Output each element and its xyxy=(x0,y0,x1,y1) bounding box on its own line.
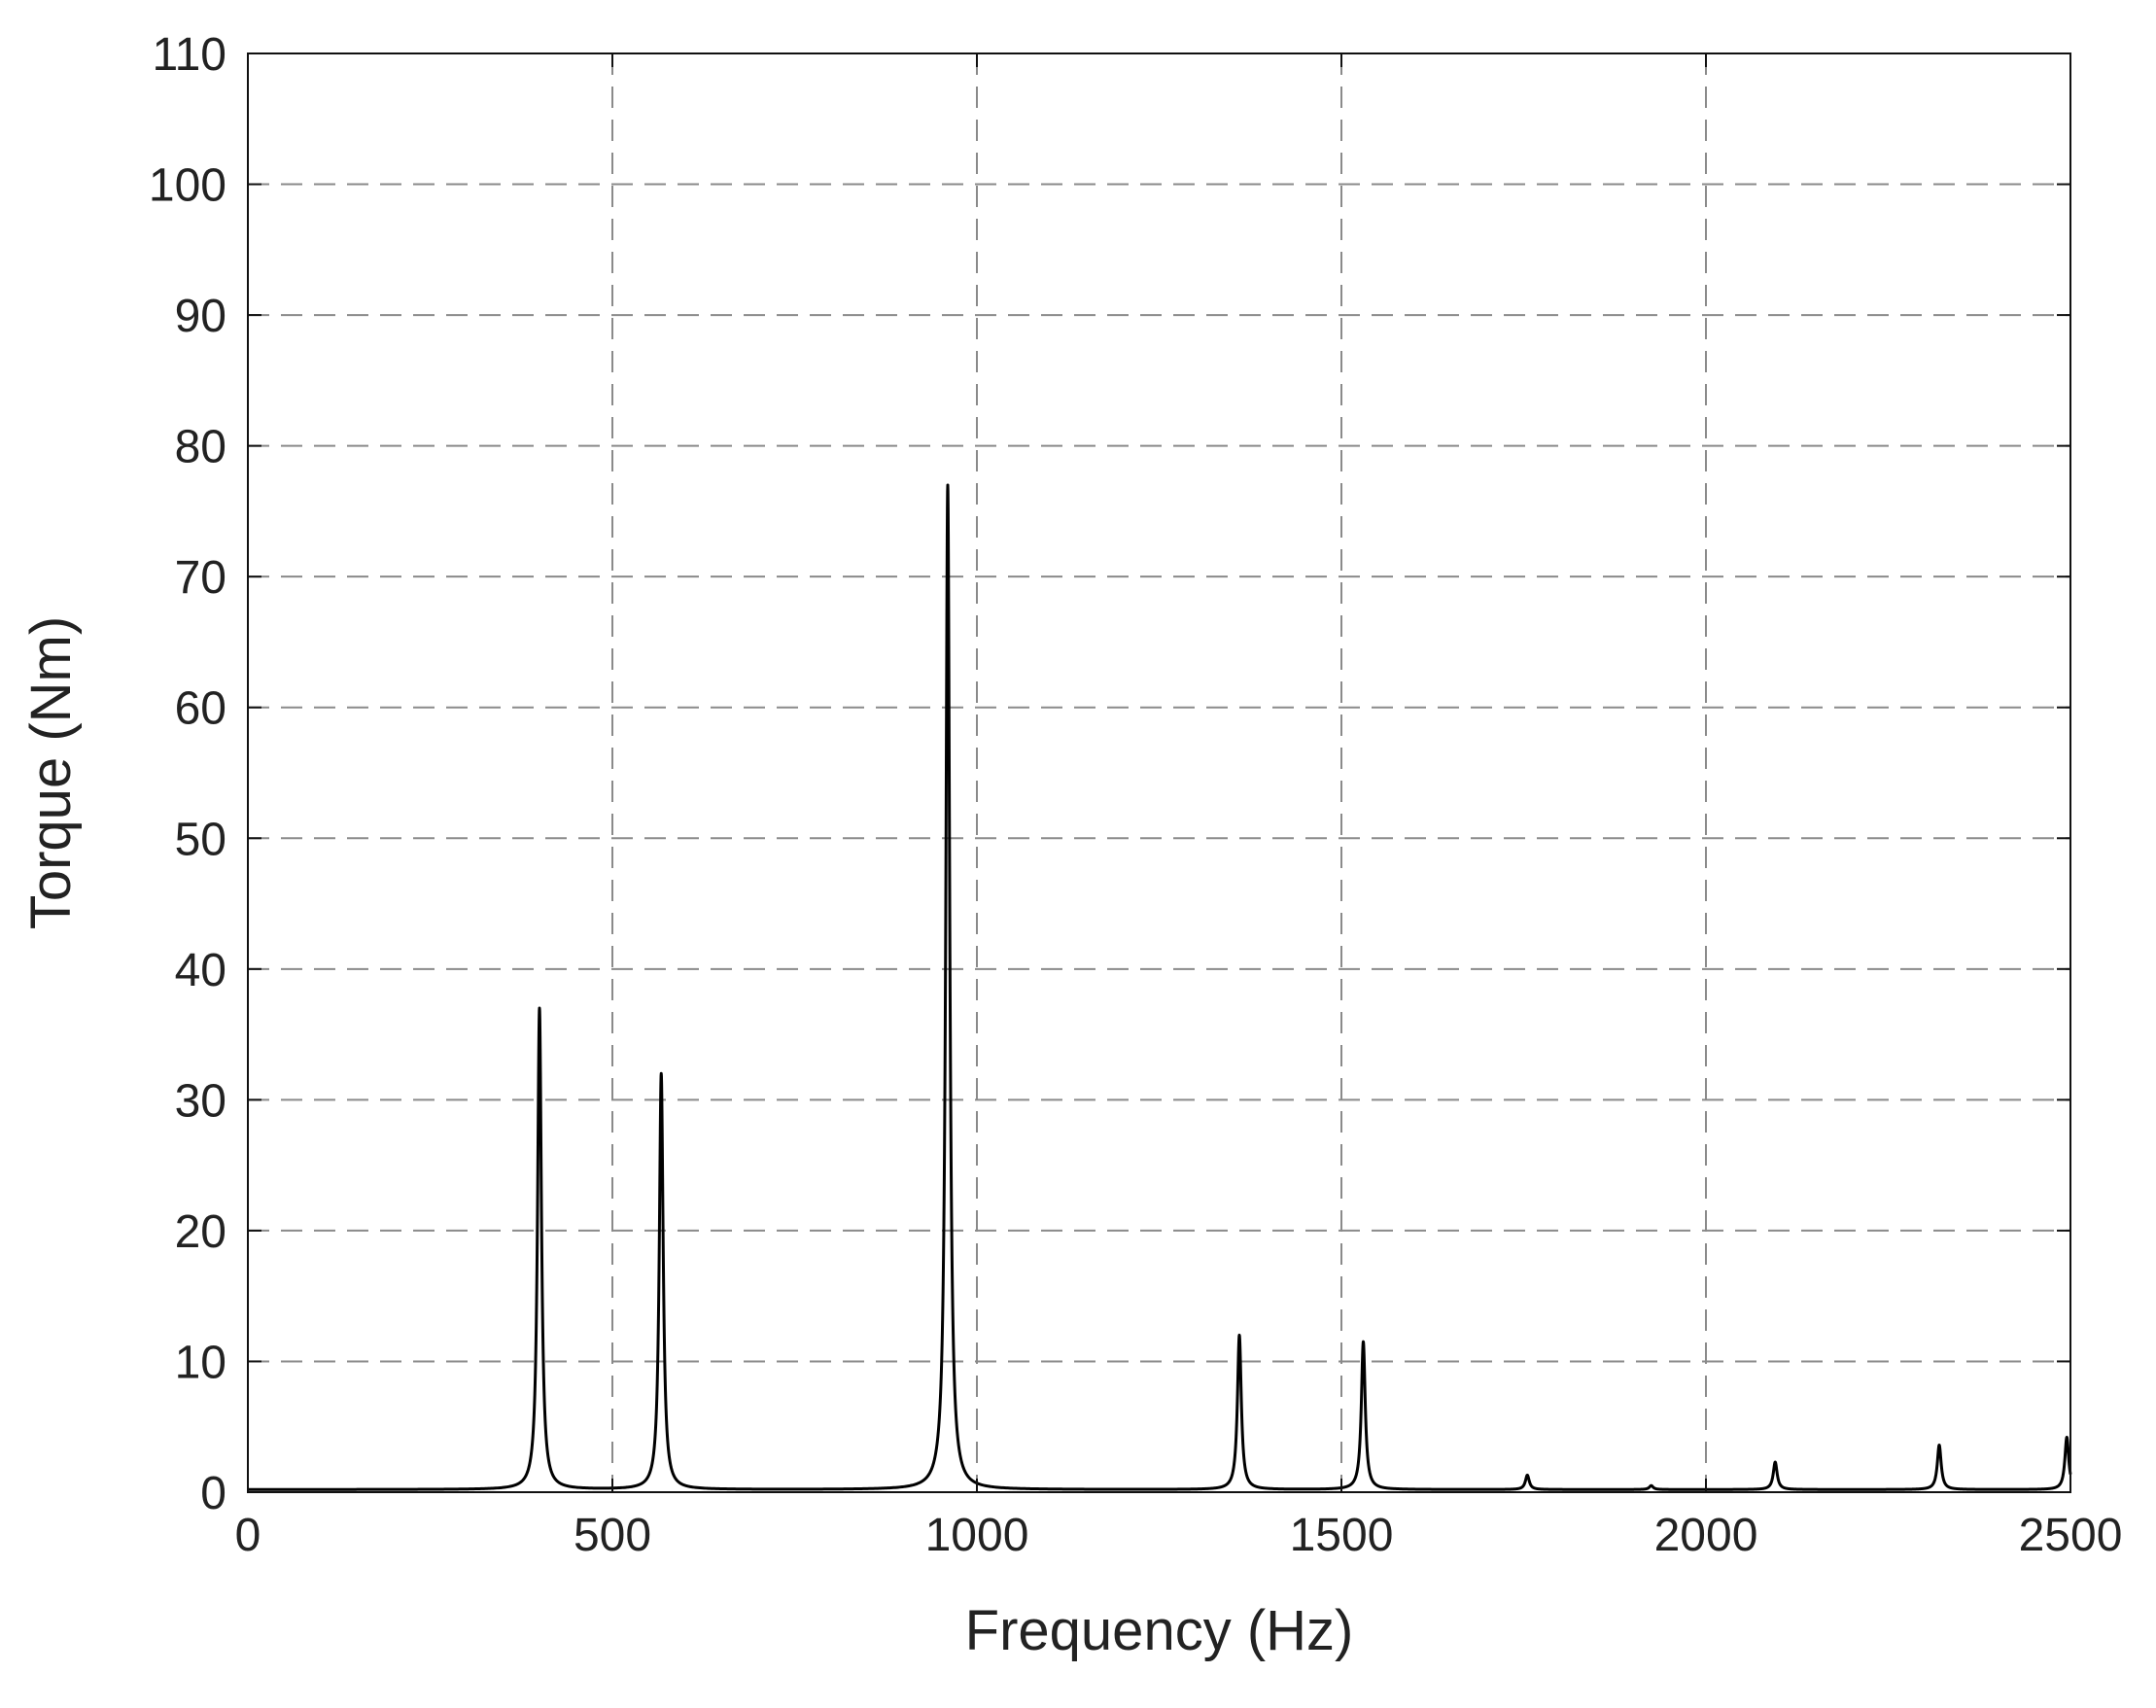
y-tick-label: 60 xyxy=(175,683,226,735)
y-tick-label: 80 xyxy=(175,422,226,473)
plot-area xyxy=(248,483,2072,1491)
x-tick-label: 500 xyxy=(574,1510,651,1561)
y-tick-label: 110 xyxy=(152,29,226,81)
y-tick-label: 40 xyxy=(175,945,226,996)
y-tick-label: 90 xyxy=(175,291,226,342)
x-tick-label: 0 xyxy=(235,1510,261,1561)
spectrum-line xyxy=(248,483,2072,1491)
y-tick-label: 30 xyxy=(175,1075,226,1127)
x-tick-label: 2000 xyxy=(1654,1510,1758,1561)
x-axis-label: Frequency (Hz) xyxy=(965,1599,1354,1662)
axis-ticks: 0 500 1000 1500 2000 2500 0 10 20 30 40 50 60 70 80 90 1… xyxy=(149,29,2122,1561)
y-tick-label: 100 xyxy=(149,160,226,212)
y-axis-label: Torque (Nm) xyxy=(19,616,83,929)
x-tick-label: 1000 xyxy=(925,1510,1029,1561)
x-tick-label: 1500 xyxy=(1290,1510,1394,1561)
y-tick-label: 10 xyxy=(175,1337,226,1388)
x-tick-label: 2500 xyxy=(2019,1510,2123,1561)
y-tick-label: 50 xyxy=(175,814,226,865)
grid xyxy=(248,53,2070,1492)
y-tick-label: 70 xyxy=(175,552,226,604)
y-tick-label: 0 xyxy=(200,1468,226,1519)
plot-frame xyxy=(247,52,2071,1493)
y-tick-label: 20 xyxy=(175,1206,226,1258)
